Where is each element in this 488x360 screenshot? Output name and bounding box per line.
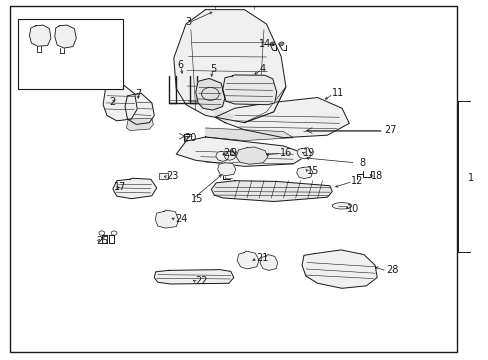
Text: 5: 5 bbox=[210, 64, 216, 74]
Polygon shape bbox=[154, 270, 233, 284]
Polygon shape bbox=[222, 75, 276, 105]
Text: 2: 2 bbox=[109, 97, 115, 107]
Ellipse shape bbox=[331, 203, 351, 209]
Polygon shape bbox=[302, 250, 376, 288]
Polygon shape bbox=[211, 181, 331, 202]
Text: 1: 1 bbox=[467, 173, 473, 183]
Circle shape bbox=[279, 42, 284, 45]
Text: 16: 16 bbox=[279, 148, 291, 158]
Polygon shape bbox=[55, 25, 76, 48]
Text: 15: 15 bbox=[190, 194, 203, 204]
Text: 9: 9 bbox=[230, 148, 237, 158]
Polygon shape bbox=[195, 78, 224, 110]
Text: 25: 25 bbox=[96, 236, 108, 246]
Polygon shape bbox=[217, 163, 235, 176]
Text: 24: 24 bbox=[175, 215, 187, 224]
Text: 20: 20 bbox=[183, 133, 196, 143]
Text: 22: 22 bbox=[194, 276, 207, 286]
Polygon shape bbox=[125, 93, 154, 125]
Text: 23: 23 bbox=[166, 171, 179, 181]
Text: 19: 19 bbox=[303, 148, 315, 158]
Polygon shape bbox=[236, 147, 267, 164]
Polygon shape bbox=[215, 110, 234, 123]
Circle shape bbox=[270, 42, 275, 45]
Polygon shape bbox=[176, 137, 307, 166]
Text: 15: 15 bbox=[306, 166, 319, 176]
Text: 8: 8 bbox=[358, 158, 365, 168]
Text: 10: 10 bbox=[346, 204, 358, 215]
Polygon shape bbox=[244, 87, 285, 123]
Text: 28: 28 bbox=[385, 265, 397, 275]
Text: 13: 13 bbox=[19, 53, 31, 63]
Polygon shape bbox=[205, 128, 293, 140]
Text: 11: 11 bbox=[331, 88, 344, 98]
Text: 21: 21 bbox=[256, 253, 268, 263]
Polygon shape bbox=[126, 118, 153, 131]
Polygon shape bbox=[155, 210, 178, 228]
Polygon shape bbox=[215, 151, 228, 161]
Polygon shape bbox=[29, 25, 51, 46]
Text: 17: 17 bbox=[114, 182, 126, 192]
Polygon shape bbox=[297, 148, 311, 159]
Text: 3: 3 bbox=[184, 17, 191, 27]
Text: 7: 7 bbox=[135, 89, 141, 99]
Polygon shape bbox=[296, 167, 312, 179]
Polygon shape bbox=[260, 255, 277, 270]
Text: 26: 26 bbox=[223, 148, 235, 158]
Text: 12: 12 bbox=[350, 176, 363, 186]
Bar bbox=[159, 173, 167, 179]
Text: 18: 18 bbox=[370, 171, 383, 181]
Polygon shape bbox=[215, 98, 348, 138]
Text: 14: 14 bbox=[259, 39, 271, 49]
Polygon shape bbox=[113, 178, 157, 199]
Bar bbox=[18, 19, 122, 89]
Text: 4: 4 bbox=[259, 64, 264, 74]
Text: 6: 6 bbox=[177, 60, 183, 70]
Polygon shape bbox=[224, 150, 236, 160]
Polygon shape bbox=[173, 10, 285, 123]
Polygon shape bbox=[103, 85, 137, 121]
Polygon shape bbox=[237, 251, 259, 269]
Text: 27: 27 bbox=[383, 125, 396, 135]
